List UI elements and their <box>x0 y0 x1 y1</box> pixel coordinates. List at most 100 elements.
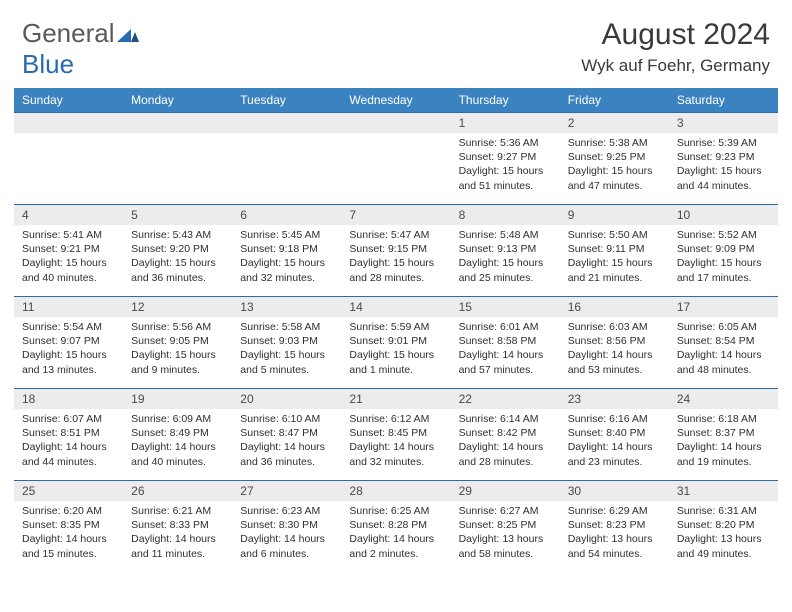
day-cell: 24Sunrise: 6:18 AMSunset: 8:37 PMDayligh… <box>669 389 778 481</box>
day-cell: 7Sunrise: 5:47 AMSunset: 9:15 PMDaylight… <box>341 205 450 297</box>
day-number: 3 <box>669 113 778 133</box>
table-row: 4Sunrise: 5:41 AMSunset: 9:21 PMDaylight… <box>14 205 778 297</box>
day-number <box>123 113 232 133</box>
day-header: Monday <box>123 88 232 113</box>
day-details: Sunrise: 5:39 AMSunset: 9:23 PMDaylight:… <box>669 133 778 197</box>
day-header: Tuesday <box>232 88 341 113</box>
day-details: Sunrise: 6:29 AMSunset: 8:23 PMDaylight:… <box>560 501 669 565</box>
day-number: 6 <box>232 205 341 225</box>
day-number: 22 <box>451 389 560 409</box>
day-details: Sunrise: 5:50 AMSunset: 9:11 PMDaylight:… <box>560 225 669 289</box>
day-cell <box>123 113 232 205</box>
day-details: Sunrise: 6:23 AMSunset: 8:30 PMDaylight:… <box>232 501 341 565</box>
day-number: 31 <box>669 481 778 501</box>
day-number: 27 <box>232 481 341 501</box>
day-details: Sunrise: 6:10 AMSunset: 8:47 PMDaylight:… <box>232 409 341 473</box>
table-row: 11Sunrise: 5:54 AMSunset: 9:07 PMDayligh… <box>14 297 778 389</box>
table-row: 18Sunrise: 6:07 AMSunset: 8:51 PMDayligh… <box>14 389 778 481</box>
day-number: 8 <box>451 205 560 225</box>
day-details: Sunrise: 6:09 AMSunset: 8:49 PMDaylight:… <box>123 409 232 473</box>
day-cell: 20Sunrise: 6:10 AMSunset: 8:47 PMDayligh… <box>232 389 341 481</box>
day-cell: 13Sunrise: 5:58 AMSunset: 9:03 PMDayligh… <box>232 297 341 389</box>
day-cell <box>14 113 123 205</box>
day-details: Sunrise: 5:47 AMSunset: 9:15 PMDaylight:… <box>341 225 450 289</box>
day-details: Sunrise: 5:48 AMSunset: 9:13 PMDaylight:… <box>451 225 560 289</box>
day-cell: 8Sunrise: 5:48 AMSunset: 9:13 PMDaylight… <box>451 205 560 297</box>
day-details: Sunrise: 6:07 AMSunset: 8:51 PMDaylight:… <box>14 409 123 473</box>
day-cell: 18Sunrise: 6:07 AMSunset: 8:51 PMDayligh… <box>14 389 123 481</box>
day-cell: 4Sunrise: 5:41 AMSunset: 9:21 PMDaylight… <box>14 205 123 297</box>
table-row: 25Sunrise: 6:20 AMSunset: 8:35 PMDayligh… <box>14 481 778 573</box>
day-cell: 6Sunrise: 5:45 AMSunset: 9:18 PMDaylight… <box>232 205 341 297</box>
day-details: Sunrise: 5:56 AMSunset: 9:05 PMDaylight:… <box>123 317 232 381</box>
page-title: August 2024 <box>581 18 770 52</box>
logo-text-a: General <box>22 18 115 48</box>
day-details: Sunrise: 6:16 AMSunset: 8:40 PMDaylight:… <box>560 409 669 473</box>
day-details: Sunrise: 5:52 AMSunset: 9:09 PMDaylight:… <box>669 225 778 289</box>
day-number: 19 <box>123 389 232 409</box>
day-number: 24 <box>669 389 778 409</box>
day-cell: 19Sunrise: 6:09 AMSunset: 8:49 PMDayligh… <box>123 389 232 481</box>
logo: GeneralBlue <box>22 18 139 80</box>
day-cell: 2Sunrise: 5:38 AMSunset: 9:25 PMDaylight… <box>560 113 669 205</box>
day-cell: 31Sunrise: 6:31 AMSunset: 8:20 PMDayligh… <box>669 481 778 573</box>
day-number: 10 <box>669 205 778 225</box>
day-details: Sunrise: 5:41 AMSunset: 9:21 PMDaylight:… <box>14 225 123 289</box>
day-details: Sunrise: 5:43 AMSunset: 9:20 PMDaylight:… <box>123 225 232 289</box>
day-details: Sunrise: 6:25 AMSunset: 8:28 PMDaylight:… <box>341 501 450 565</box>
day-number: 18 <box>14 389 123 409</box>
day-cell <box>232 113 341 205</box>
day-number: 21 <box>341 389 450 409</box>
header: GeneralBlue August 2024 Wyk auf Foehr, G… <box>0 0 792 88</box>
day-number: 29 <box>451 481 560 501</box>
day-number: 23 <box>560 389 669 409</box>
day-cell: 22Sunrise: 6:14 AMSunset: 8:42 PMDayligh… <box>451 389 560 481</box>
day-details: Sunrise: 6:01 AMSunset: 8:58 PMDaylight:… <box>451 317 560 381</box>
day-number <box>341 113 450 133</box>
day-number: 1 <box>451 113 560 133</box>
day-number: 13 <box>232 297 341 317</box>
calendar-wrap: SundayMondayTuesdayWednesdayThursdayFrid… <box>0 88 792 573</box>
day-details: Sunrise: 5:38 AMSunset: 9:25 PMDaylight:… <box>560 133 669 197</box>
day-number: 5 <box>123 205 232 225</box>
day-number: 20 <box>232 389 341 409</box>
day-details: Sunrise: 6:12 AMSunset: 8:45 PMDaylight:… <box>341 409 450 473</box>
day-number: 2 <box>560 113 669 133</box>
day-cell: 23Sunrise: 6:16 AMSunset: 8:40 PMDayligh… <box>560 389 669 481</box>
day-cell: 16Sunrise: 6:03 AMSunset: 8:56 PMDayligh… <box>560 297 669 389</box>
day-details: Sunrise: 6:21 AMSunset: 8:33 PMDaylight:… <box>123 501 232 565</box>
day-header: Friday <box>560 88 669 113</box>
day-cell: 15Sunrise: 6:01 AMSunset: 8:58 PMDayligh… <box>451 297 560 389</box>
day-number <box>232 113 341 133</box>
calendar-body: 1Sunrise: 5:36 AMSunset: 9:27 PMDaylight… <box>14 113 778 573</box>
day-details: Sunrise: 5:54 AMSunset: 9:07 PMDaylight:… <box>14 317 123 381</box>
day-cell: 27Sunrise: 6:23 AMSunset: 8:30 PMDayligh… <box>232 481 341 573</box>
day-number: 30 <box>560 481 669 501</box>
day-number: 11 <box>14 297 123 317</box>
day-cell <box>341 113 450 205</box>
day-details: Sunrise: 6:03 AMSunset: 8:56 PMDaylight:… <box>560 317 669 381</box>
day-cell: 28Sunrise: 6:25 AMSunset: 8:28 PMDayligh… <box>341 481 450 573</box>
day-header: Thursday <box>451 88 560 113</box>
day-header: Wednesday <box>341 88 450 113</box>
day-cell: 26Sunrise: 6:21 AMSunset: 8:33 PMDayligh… <box>123 481 232 573</box>
day-details: Sunrise: 6:27 AMSunset: 8:25 PMDaylight:… <box>451 501 560 565</box>
title-block: August 2024 Wyk auf Foehr, Germany <box>581 18 770 76</box>
day-cell: 9Sunrise: 5:50 AMSunset: 9:11 PMDaylight… <box>560 205 669 297</box>
day-cell: 17Sunrise: 6:05 AMSunset: 8:54 PMDayligh… <box>669 297 778 389</box>
location-label: Wyk auf Foehr, Germany <box>581 56 770 76</box>
day-number: 9 <box>560 205 669 225</box>
day-header: Saturday <box>669 88 778 113</box>
day-header-row: SundayMondayTuesdayWednesdayThursdayFrid… <box>14 88 778 113</box>
day-number: 12 <box>123 297 232 317</box>
day-cell: 10Sunrise: 5:52 AMSunset: 9:09 PMDayligh… <box>669 205 778 297</box>
day-cell: 14Sunrise: 5:59 AMSunset: 9:01 PMDayligh… <box>341 297 450 389</box>
day-cell: 11Sunrise: 5:54 AMSunset: 9:07 PMDayligh… <box>14 297 123 389</box>
day-number: 17 <box>669 297 778 317</box>
day-cell: 29Sunrise: 6:27 AMSunset: 8:25 PMDayligh… <box>451 481 560 573</box>
day-cell: 12Sunrise: 5:56 AMSunset: 9:05 PMDayligh… <box>123 297 232 389</box>
day-header: Sunday <box>14 88 123 113</box>
day-number: 16 <box>560 297 669 317</box>
day-cell: 5Sunrise: 5:43 AMSunset: 9:20 PMDaylight… <box>123 205 232 297</box>
day-details: Sunrise: 5:36 AMSunset: 9:27 PMDaylight:… <box>451 133 560 197</box>
